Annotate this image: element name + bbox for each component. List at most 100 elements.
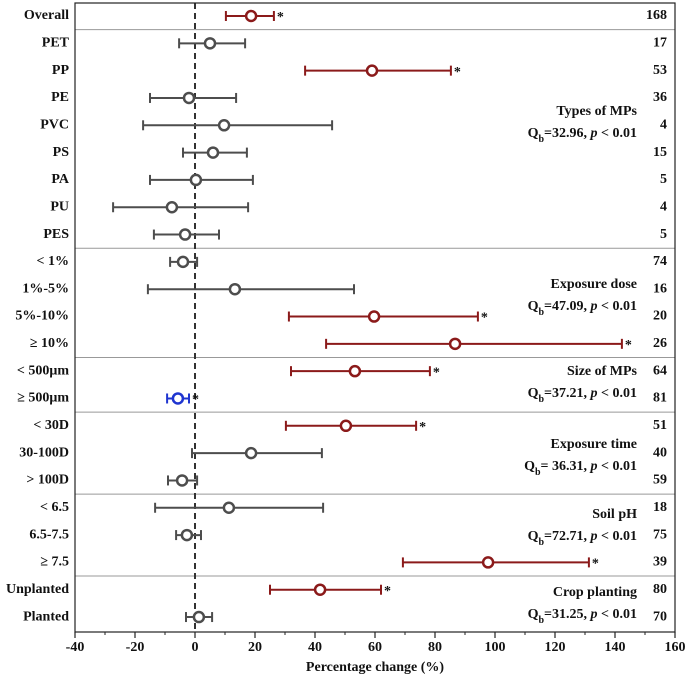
stat-part: b — [538, 537, 544, 548]
stat-part: Q — [528, 529, 539, 544]
whisker — [287, 311, 479, 322]
row-label: > 100D — [26, 473, 69, 488]
x-tick-label: 0 — [192, 640, 199, 655]
point — [367, 310, 381, 323]
stat-part: =37.21, — [544, 386, 590, 401]
group-title: Types of MPs — [556, 104, 637, 119]
stat-part: < 0.01 — [598, 459, 637, 474]
row-label: < 500μm — [17, 363, 69, 378]
significance: * — [384, 584, 391, 599]
stat-part: p — [590, 299, 598, 314]
n-label: 59 — [653, 473, 667, 488]
significance: * — [277, 10, 284, 25]
point — [481, 556, 495, 569]
n-label: 4 — [660, 199, 667, 214]
significance: * — [481, 311, 488, 326]
stat-part: < 0.01 — [598, 299, 637, 314]
n-label: 17 — [653, 36, 667, 51]
point — [171, 392, 185, 405]
row-label: Unplanted — [6, 582, 69, 597]
whisker — [142, 120, 334, 131]
group-title: Size of MPs — [567, 364, 638, 379]
point — [180, 528, 194, 542]
group-title: Exposure dose — [551, 277, 637, 292]
significance: * — [625, 338, 632, 353]
row-label: ≥ 500μm — [17, 391, 69, 406]
n-label: 80 — [653, 582, 667, 597]
stat-part: Q — [528, 299, 539, 314]
stat-part: Q — [528, 126, 539, 141]
n-label: 4 — [660, 117, 667, 132]
n-label: 15 — [653, 145, 667, 160]
whisker — [154, 502, 325, 513]
row-label: PET — [42, 36, 70, 51]
point — [175, 474, 189, 487]
x-tick-label: 60 — [368, 640, 382, 655]
row-label: PVC — [40, 117, 69, 132]
x-tick-label: -40 — [66, 640, 85, 655]
row-label: 1%-5% — [22, 281, 69, 296]
n-label: 74 — [653, 254, 667, 269]
point — [206, 146, 220, 159]
stat-part: b — [538, 307, 544, 318]
n-label: 5 — [660, 227, 667, 242]
n-label: 26 — [653, 336, 667, 351]
stat-part: Q — [524, 459, 535, 474]
stat-part: < 0.01 — [598, 529, 637, 544]
stat-part: =72.71, — [544, 529, 590, 544]
row-label: 5%-10% — [15, 309, 69, 324]
group-stat: Qb=37.21, p < 0.01 — [528, 386, 637, 405]
row-label: < 6.5 — [40, 500, 69, 515]
significance: * — [592, 557, 599, 572]
point — [244, 446, 258, 460]
stat-part: =32.96, — [544, 126, 590, 141]
point — [182, 91, 196, 105]
point — [217, 119, 231, 132]
stat-part: p — [590, 607, 598, 622]
n-label: 64 — [653, 363, 667, 378]
whisker — [401, 557, 590, 568]
stat-part: < 0.01 — [598, 607, 637, 622]
stat-part: < 0.01 — [598, 386, 637, 401]
row-label: PS — [53, 145, 70, 160]
row-label: < 30D — [33, 418, 69, 433]
row-label: PU — [50, 199, 69, 214]
stat-part: =31.25, — [544, 607, 590, 622]
point — [192, 610, 206, 624]
x-tick-label: 160 — [665, 640, 686, 655]
point — [348, 364, 362, 378]
x-tick-label: 20 — [248, 640, 262, 655]
point — [222, 501, 236, 515]
stat-part: p — [590, 386, 598, 401]
significance: * — [192, 393, 199, 408]
point — [189, 173, 203, 187]
group-stat: Qb=47.09, p < 0.01 — [528, 299, 637, 318]
stat-part: b — [538, 615, 544, 626]
point — [178, 228, 192, 241]
n-label: 16 — [653, 281, 667, 296]
n-label: 168 — [646, 8, 667, 23]
group-title: Crop planting — [553, 585, 637, 600]
significance: * — [454, 65, 461, 80]
n-label: 18 — [653, 500, 667, 515]
n-label: 53 — [653, 63, 667, 78]
point — [165, 200, 179, 214]
n-label: 20 — [653, 309, 667, 324]
row-label: PA — [51, 172, 70, 187]
stat-part: p — [590, 126, 598, 141]
group-stat: Qb=31.25, p < 0.01 — [528, 607, 637, 626]
group-title: Exposure time — [551, 437, 637, 452]
row-label: 30-100D — [19, 445, 69, 460]
point — [313, 583, 327, 596]
stat-part: b — [538, 134, 544, 145]
group-title: Soil pH — [592, 507, 637, 522]
n-label: 39 — [653, 555, 667, 570]
stat-part: b — [535, 467, 541, 478]
n-label: 51 — [653, 418, 667, 433]
stat-part: b — [538, 394, 544, 405]
x-tick-label: 120 — [545, 640, 566, 655]
stat-part: Q — [528, 607, 539, 622]
significance: * — [419, 420, 426, 435]
n-label: 5 — [660, 172, 667, 187]
